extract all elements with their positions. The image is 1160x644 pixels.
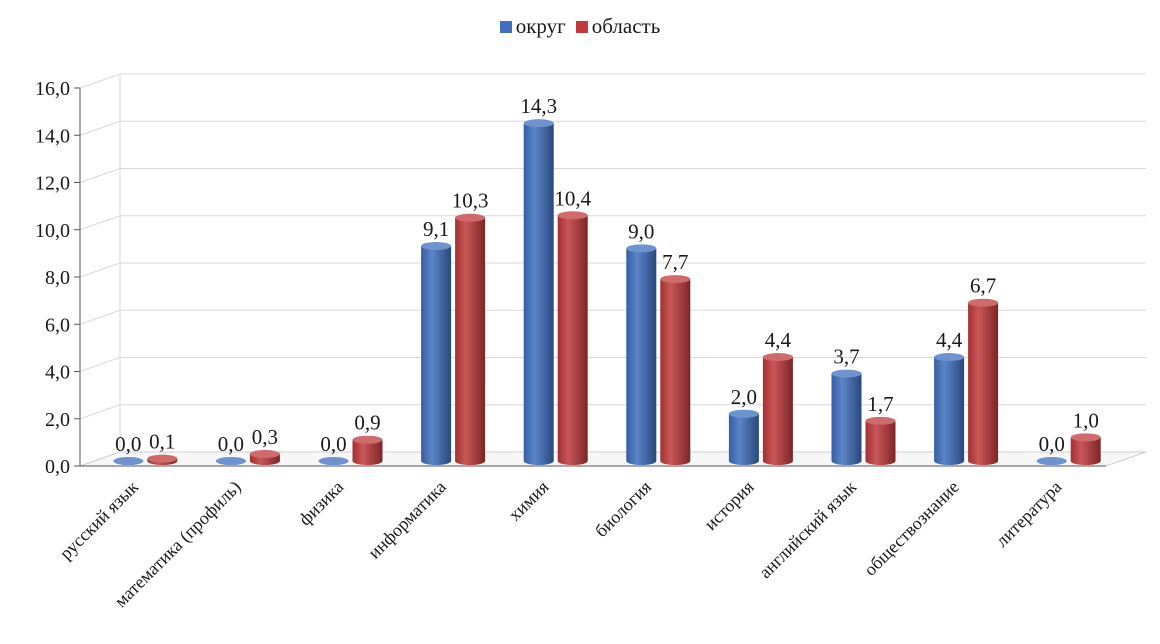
bar-top-oblast [455,213,486,222]
bar-oblast [352,439,383,465]
bar-top-okrug [1036,457,1067,465]
bar-top-oblast [660,275,691,284]
bar-top-oblast [762,353,793,362]
bar-okrug [421,246,452,465]
x-tick-label: биология [591,477,655,541]
gridline-side [79,120,121,136]
data-label-okrug: 2,0 [731,385,757,409]
bar-okrug [934,357,965,465]
gridline-side [79,262,121,278]
bar-top-oblast [249,449,280,458]
gridline-side [79,168,121,183]
data-label-oblast: 4,4 [765,328,792,352]
bar-top-okrug [831,369,862,378]
data-label-okrug: 9,1 [423,217,449,241]
legend-label-oblast: область [591,14,661,38]
bar-oblast [1070,437,1101,465]
x-tick-label: история [700,477,757,534]
x-tick-label: литература [992,477,1066,551]
legend-label-okrug: округ [515,14,566,38]
y-tick-label: 14,0 [35,125,70,147]
bar-top-oblast [968,298,999,307]
y-tick-label: 4,0 [45,362,70,384]
x-tick-label: информатика [364,477,450,563]
chart-legend: округ область [0,14,1160,39]
y-tick-label: 6,0 [45,314,70,336]
bar-oblast [968,302,999,465]
x-tick-label: русский язык [56,477,143,564]
bar-top-oblast [1070,433,1101,442]
data-label-oblast: 1,0 [1073,408,1099,432]
legend-swatch-okrug [499,20,512,33]
gridline-side [79,404,121,420]
bar-top-okrug [113,457,144,465]
bar-top-oblast [147,454,178,463]
gridline-side [79,309,121,325]
bar-top-okrug [934,353,965,362]
gridline-side [79,73,121,89]
legend-swatch-oblast [575,20,588,33]
bar-okrug [626,248,657,465]
bar-top-okrug [215,457,246,465]
data-label-oblast: 1,7 [867,392,893,416]
y-tick-label: 2,0 [45,409,70,431]
y-tick-label: 8,0 [45,267,70,289]
bar-oblast [865,420,896,465]
x-tick-label: обществознание [860,477,963,580]
bar-oblast [762,357,793,465]
data-label-okrug: 0,0 [1039,432,1065,456]
bar-oblast [660,279,691,465]
bar-top-okrug [523,119,554,128]
data-label-okrug: 0,0 [218,432,244,456]
data-label-okrug: 4,4 [936,328,963,352]
bar-top-okrug [318,457,349,465]
data-label-okrug: 3,7 [833,345,859,369]
gridline-side [79,357,121,372]
data-label-okrug: 0,0 [115,432,141,456]
data-label-oblast: 0,3 [252,425,278,449]
data-label-oblast: 7,7 [662,250,688,274]
y-tick-label: 10,0 [35,220,70,242]
bar-top-oblast [865,416,896,425]
bar-top-okrug [626,244,657,253]
data-label-okrug: 9,0 [628,219,654,243]
bar-top-okrug [728,409,759,418]
bar-okrug [728,413,759,465]
data-label-oblast: 0,9 [354,411,380,435]
data-label-oblast: 0,1 [149,430,175,454]
bar-okrug [831,373,862,465]
legend-item-okrug: округ [499,14,566,39]
data-label-okrug: 14,3 [520,94,557,118]
bar-top-oblast [352,435,383,444]
bar-oblast [557,215,588,465]
legend-item-oblast: область [575,14,661,39]
data-label-oblast: 6,7 [970,274,996,298]
y-tick-label: 12,0 [35,173,70,195]
x-tick-label: английский язык [755,477,861,583]
bar-oblast [455,217,486,465]
bar-top-okrug [421,242,452,251]
bar-top-oblast [557,211,588,220]
x-tick-label: химия [504,477,552,525]
data-label-oblast: 10,3 [452,189,489,213]
data-label-okrug: 0,0 [320,432,346,456]
bar-okrug [523,123,554,465]
x-tick-label: физика [295,477,348,530]
data-label-oblast: 10,4 [554,186,591,210]
y-tick-label: 16,0 [35,78,70,100]
y-tick-label: 0,0 [45,456,70,478]
gridline-side [79,215,121,231]
